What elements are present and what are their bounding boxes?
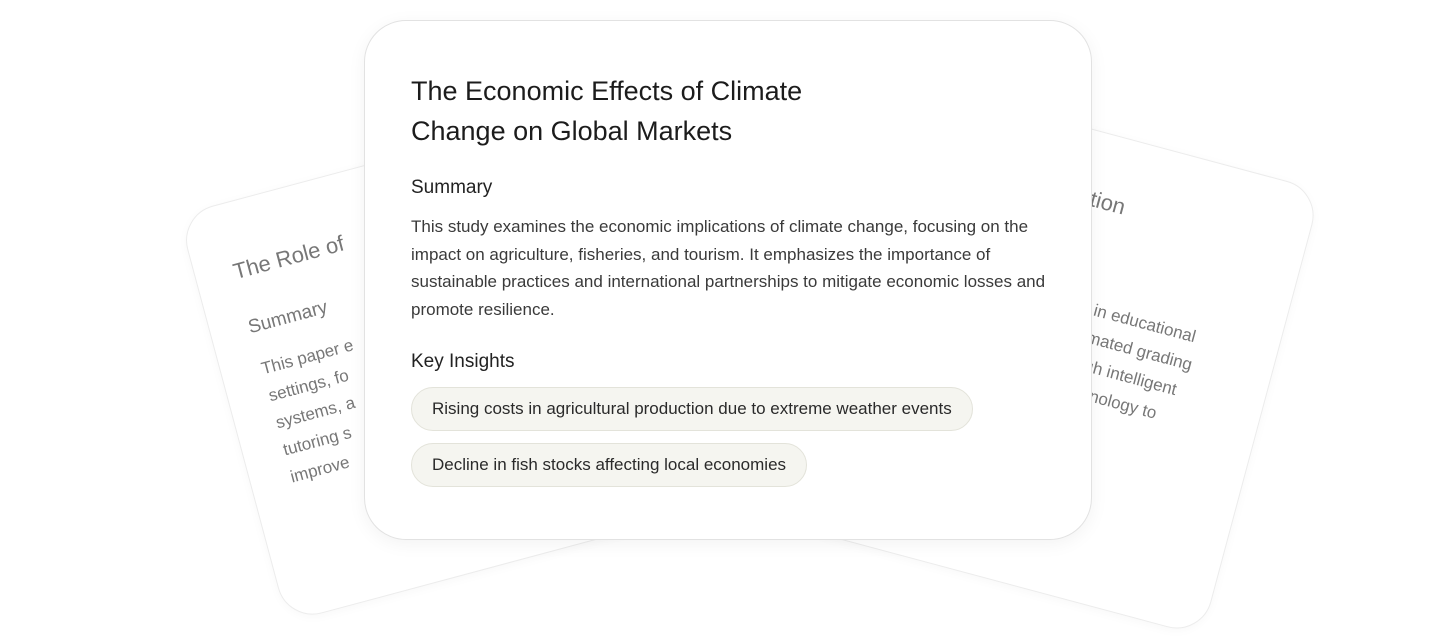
insight-row: Rising costs in agricultural production …	[411, 387, 1045, 443]
section-heading: Key Insights	[411, 351, 515, 372]
main-card: The Economic Effects of Climate Change o…	[364, 20, 1092, 540]
page: {"left_card": {"title": "The Role of", "…	[178, 20, 1322, 636]
card-title: The Economic Effects of Climate Change o…	[411, 76, 803, 146]
summary-text: This study examines the economic implica…	[411, 217, 1046, 319]
section-heading: Summary	[411, 177, 493, 198]
card-title: tion	[1087, 186, 1129, 220]
insight-pill: Rising costs in agricultural production …	[411, 387, 973, 431]
insight-pill: Decline in fish stocks affecting local e…	[411, 443, 808, 487]
insight-list: Rising costs in agricultural production …	[411, 387, 1045, 499]
body-line: improve	[288, 452, 352, 487]
insight-row: Decline in fish stocks affecting local e…	[411, 443, 1045, 499]
section-heading: Summary	[245, 296, 330, 339]
card-title: The Role of	[230, 230, 347, 285]
